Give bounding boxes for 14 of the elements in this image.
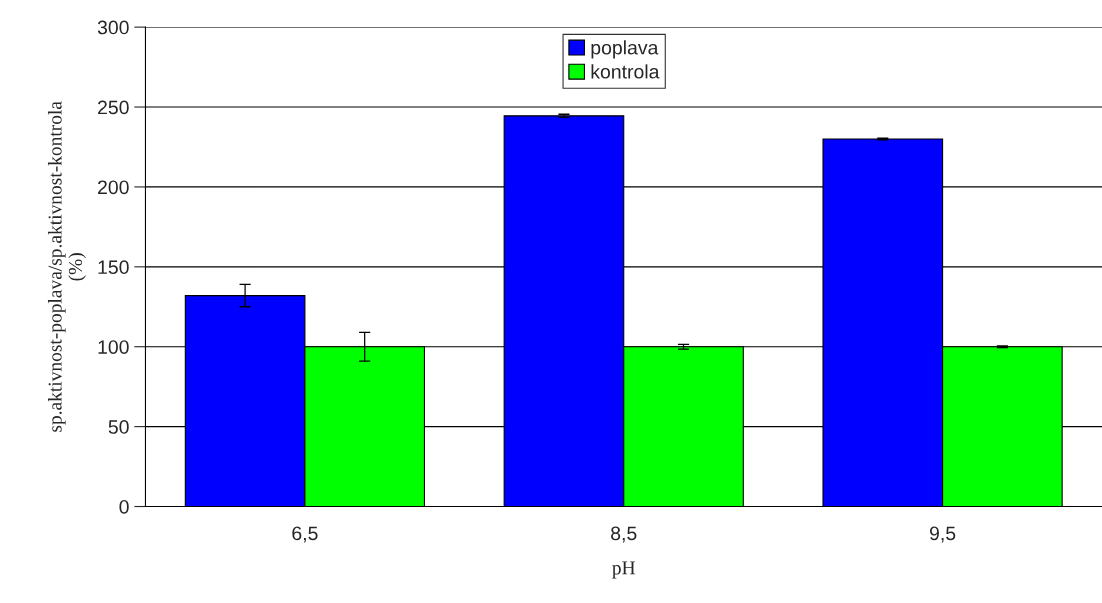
y-tick-label: 200	[98, 180, 129, 195]
y-tick-label: 300	[97, 20, 129, 35]
legend-label: kontrola	[591, 64, 660, 79]
x-tick-label: 9,5	[929, 526, 956, 543]
y-tick-label: 250	[98, 100, 129, 115]
legend-label: poplava	[591, 40, 659, 59]
x-axis-title: pH	[612, 561, 636, 579]
y-tick-label: 0	[119, 499, 129, 514]
y-tick-label: 50	[108, 420, 129, 434]
y-tick-label: 100	[98, 340, 129, 354]
x-tick-label: 6,5	[292, 526, 318, 543]
x-tick-label: 8,5	[611, 526, 637, 543]
y-axis-title: sp.aktivnost-poplava/sp.aktivnost-kontrola (%)	[47, 101, 86, 432]
y-tick-label: 150	[98, 260, 129, 275]
